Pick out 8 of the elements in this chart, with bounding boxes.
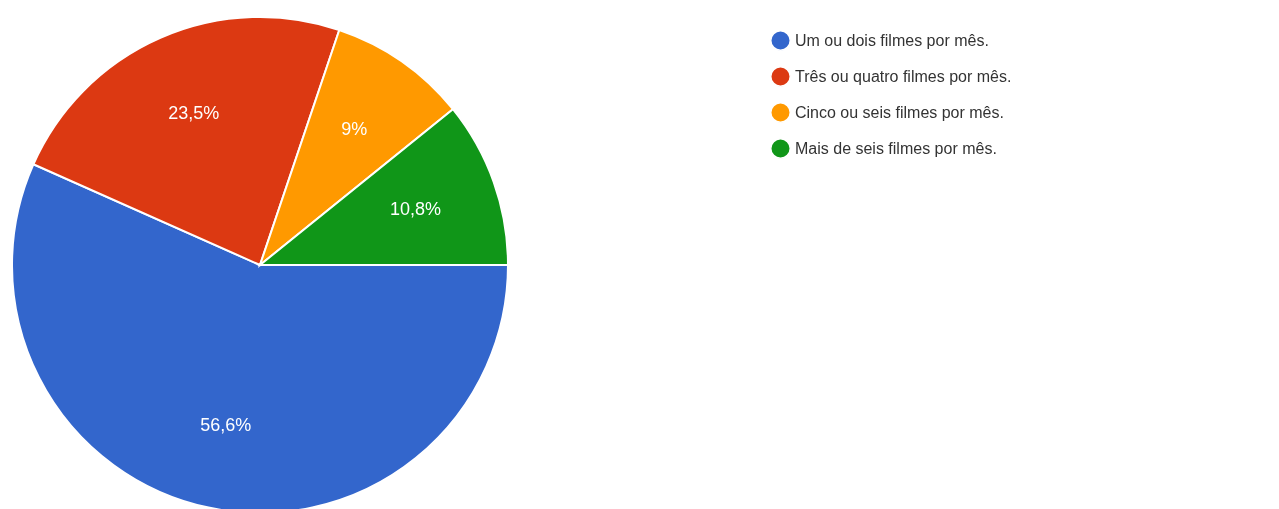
legend-label: Mais de seis filmes por mês. — [795, 139, 997, 157]
data-label: 23,5% — [168, 102, 220, 123]
legend-label: Um ou dois filmes por mês. — [795, 31, 989, 49]
legend-label: Três ou quatro filmes por mês. — [795, 67, 1012, 85]
data-label: 56,6% — [200, 415, 252, 436]
legend-label: Cinco ou seis filmes por mês. — [795, 103, 1004, 121]
data-label: 10,8% — [390, 199, 442, 220]
data-label: 9% — [341, 118, 368, 139]
